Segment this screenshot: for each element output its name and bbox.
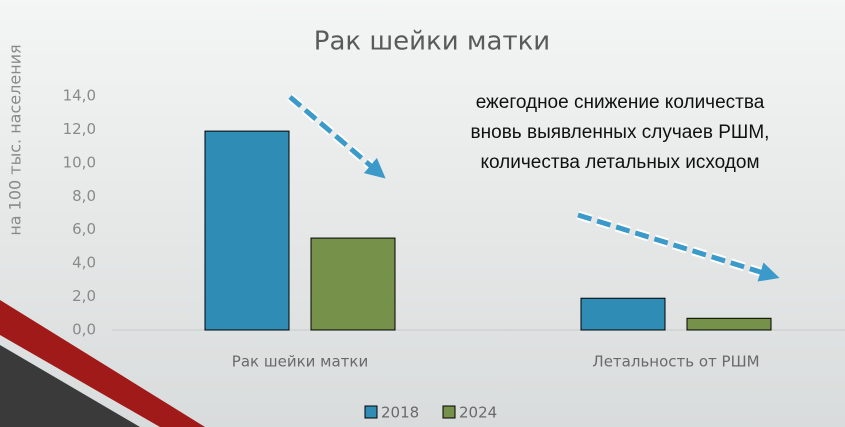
decor-stripe [0,300,205,427]
y-tick-label: 14,0 [63,87,96,105]
bar [686,317,772,331]
bar [204,130,290,331]
chart-title: Рак шейки матки [314,27,550,57]
y-tick-label: 4,0 [72,254,96,272]
bar [580,297,666,331]
x-tick-label: Летальность от РШМ [592,353,759,371]
annotation-line: ежегодное снижение количества [476,92,765,113]
y-tick-label: 6,0 [72,220,96,238]
y-tick-label: 8,0 [72,187,96,205]
bar [310,237,396,331]
y-axis-label: на 100 тыс. населения [6,44,25,235]
trend-arrows [287,93,780,282]
legend-label: 2024 [459,404,497,422]
y-tick-label: 0,0 [72,321,96,339]
decor-corner [0,345,140,427]
annotation: ежегодное снижение количества вновь выяв… [471,92,770,173]
y-tick-label: 2,0 [72,287,96,305]
trend-arrow [577,212,780,282]
legend-swatch [364,405,378,419]
x-tick-label: Рак шейки матки [232,353,368,371]
y-tick-label: 12,0 [63,120,96,138]
annotation-line: количества летальных исходом [480,152,759,173]
legend-label: 2018 [381,404,419,422]
annotation-line: вновь выявленных случаев РШМ, [471,122,770,143]
legend-swatch [442,405,456,419]
y-tick-label: 10,0 [63,153,96,171]
